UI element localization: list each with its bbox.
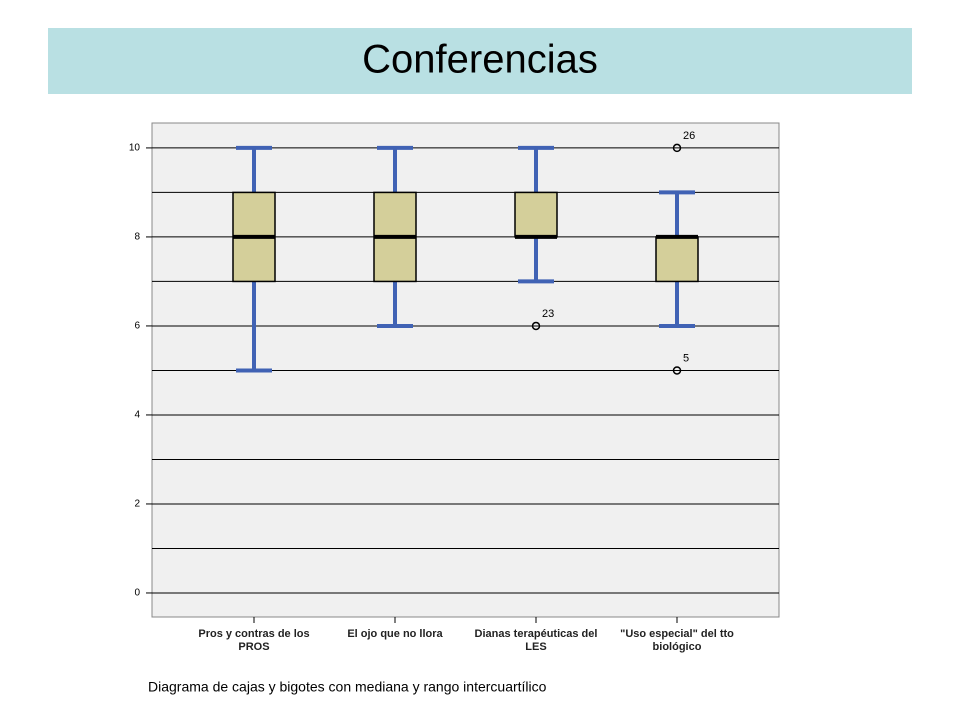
y-tick-label: 8 <box>134 232 140 243</box>
box <box>655 236 699 283</box>
x-tick-label: Dianas terapéuticas del LES <box>474 628 598 653</box>
y-tick-label: 2 <box>134 499 140 510</box>
box <box>514 191 558 238</box>
outlier <box>672 366 682 375</box>
x-tick-label: El ojo que no llora <box>347 628 443 640</box>
y-tick-label: 6 <box>134 321 140 332</box>
title-band <box>48 28 912 94</box>
y-tick-label: 10 <box>129 143 141 154</box>
outlier-label: 26 <box>683 130 695 142</box>
outlier <box>672 143 682 153</box>
x-tick-label: Pros y contras de los PROS <box>198 628 310 653</box>
x-tick-label: "Uso especial" del tto biológico <box>620 628 734 653</box>
y-tick-label: 4 <box>134 410 140 421</box>
y-tick-label: 0 <box>134 588 140 599</box>
outlier <box>531 321 541 331</box>
caption: Diagrama de cajas y bigotes con mediana … <box>148 679 547 695</box>
outlier-label: 23 <box>542 308 554 320</box>
slide-title: Conferencias <box>362 38 598 82</box>
outlier-label: 5 <box>683 352 689 364</box>
